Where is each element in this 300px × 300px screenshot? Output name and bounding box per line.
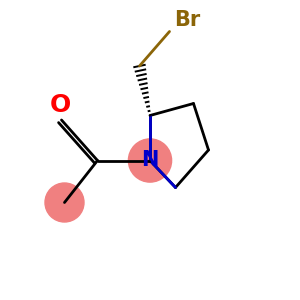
- Circle shape: [128, 139, 172, 182]
- Circle shape: [45, 183, 84, 222]
- Text: Br: Br: [174, 10, 200, 30]
- Text: N: N: [141, 151, 159, 170]
- Text: O: O: [50, 93, 70, 117]
